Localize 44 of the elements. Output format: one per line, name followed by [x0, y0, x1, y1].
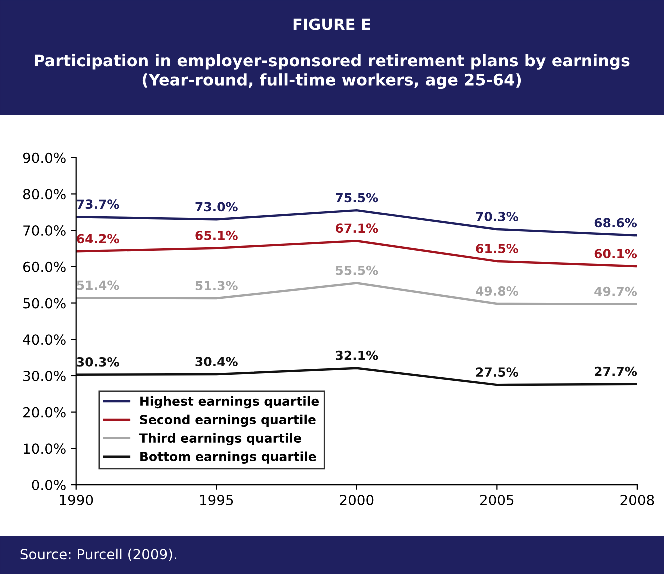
y-tick-label: 70.0% [24, 226, 66, 236]
chart-title: FIGURE E [294, 18, 370, 30]
y-tick-label: 20.0% [24, 407, 66, 418]
legend-label: Third earnings quartile [140, 433, 302, 446]
data-label: 61.5% [476, 244, 518, 254]
data-label: 51.3% [196, 281, 238, 291]
y-tick-label: 30.0% [24, 370, 66, 382]
data-label: 27.7% [595, 366, 638, 376]
data-label: 73.7% [77, 200, 120, 210]
data-label: 49.8% [476, 286, 518, 296]
data-label: 70.3% [476, 212, 518, 222]
data-label: 51.4% [77, 280, 120, 290]
data-label: 65.1% [196, 230, 238, 240]
y-tick-label: 60.0% [23, 262, 66, 272]
data-label: 64.2% [77, 234, 120, 244]
y-tick-label: 90.0% [23, 152, 66, 164]
y-tick-label: 10.0% [24, 444, 66, 454]
source-note: Source: Purcell (2009). [20, 548, 176, 562]
legend-label: Bottom earnings quartile [140, 452, 316, 464]
legend-label: Second earnings quartile [140, 414, 316, 428]
x-tick-label: 2000 [340, 494, 374, 506]
data-label: 75.5% [336, 193, 378, 203]
x-tick-label: 1990 [60, 494, 94, 506]
line-series [76, 367, 638, 386]
y-tick-label: 80.0% [23, 189, 66, 200]
x-tick-label: 1995 [200, 494, 234, 506]
data-label: 67.1% [336, 224, 378, 234]
legend-label: Highest earnings quartile [140, 396, 320, 409]
y-tick-label: 50.0% [24, 298, 66, 309]
y-tick-label: 40.0% [23, 334, 66, 346]
data-label: 60.1% [594, 249, 638, 259]
data-label: 27.5% [476, 368, 518, 378]
x-tick-label: 2008 [620, 494, 654, 506]
data-label: 73.0% [196, 202, 238, 212]
data-label: 55.5% [336, 266, 378, 276]
x-tick-label: 2005 [480, 494, 514, 506]
line-series [76, 282, 638, 306]
data-label: 68.6% [594, 218, 638, 228]
chart-subtitle: Participation in employer-sponsored retirement plans by earnings (Year-round, full-time workers, age 25-64) [34, 54, 630, 90]
y-tick-label: 0.0% [32, 480, 66, 491]
data-label: 30.3% [77, 357, 120, 367]
data-label: 30.4% [196, 357, 238, 367]
data-label: 49.7% [594, 286, 638, 296]
data-label: 32.1% [336, 350, 378, 360]
